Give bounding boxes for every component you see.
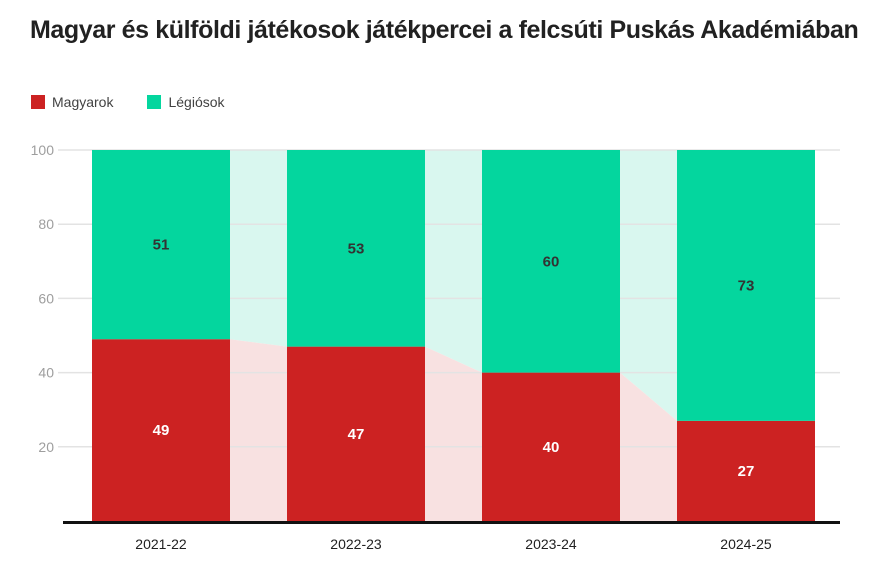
bar-segment-magyarok-2024-25	[677, 420, 815, 521]
bar-value-label-legiosok: 53	[348, 240, 365, 257]
legend-item-label: Légiósok	[168, 94, 225, 110]
background-area-magyarok	[92, 339, 815, 521]
background-area-legiosok	[92, 150, 815, 421]
y-axis-tick-label: 20	[38, 439, 54, 455]
bar-value-label-legiosok: 51	[153, 237, 170, 254]
legend-item-label: Magyarok	[52, 94, 114, 110]
bar-value-label-magyarok: 47	[348, 426, 365, 443]
x-axis-category-label: 2021-22	[135, 536, 187, 552]
x-axis-category-label: 2023-24	[525, 536, 577, 552]
y-axis-tick-label: 80	[38, 216, 54, 232]
x-axis-line	[63, 521, 840, 524]
bar-segment-legiosok-2021-22	[92, 150, 230, 340]
bar-segment-magyarok-2021-22	[92, 339, 230, 521]
y-axis-tick-label: 40	[38, 365, 54, 381]
bar-value-label-magyarok: 40	[543, 439, 560, 456]
legend-swatch-icon	[31, 95, 45, 109]
bar-value-label-magyarok: 27	[738, 463, 755, 480]
chart-legend: Magyarok Légiósok	[31, 94, 259, 110]
y-axis-tick-label: 100	[31, 142, 55, 158]
bar-value-label-legiosok: 73	[738, 277, 755, 294]
y-axis-tick-label: 60	[38, 290, 54, 306]
chart-title: Magyar és külföldi játékosok játékpercei…	[30, 16, 859, 44]
bar-segment-legiosok-2022-23	[287, 150, 425, 347]
bar-value-label-legiosok: 60	[543, 253, 560, 270]
bar-segment-magyarok-2022-23	[287, 346, 425, 521]
x-axis-category-label: 2024-25	[720, 536, 772, 552]
legend-swatch-icon	[147, 95, 162, 109]
bar-segment-legiosok-2023-24	[482, 150, 620, 373]
legend-item: Légiósok	[147, 94, 225, 110]
legend-item: Magyarok	[31, 94, 113, 110]
bar-segment-legiosok-2024-25	[677, 150, 815, 421]
bar-value-label-magyarok: 49	[153, 422, 170, 439]
x-axis-category-label: 2022-23	[330, 536, 382, 552]
bar-segment-magyarok-2023-24	[482, 372, 620, 521]
